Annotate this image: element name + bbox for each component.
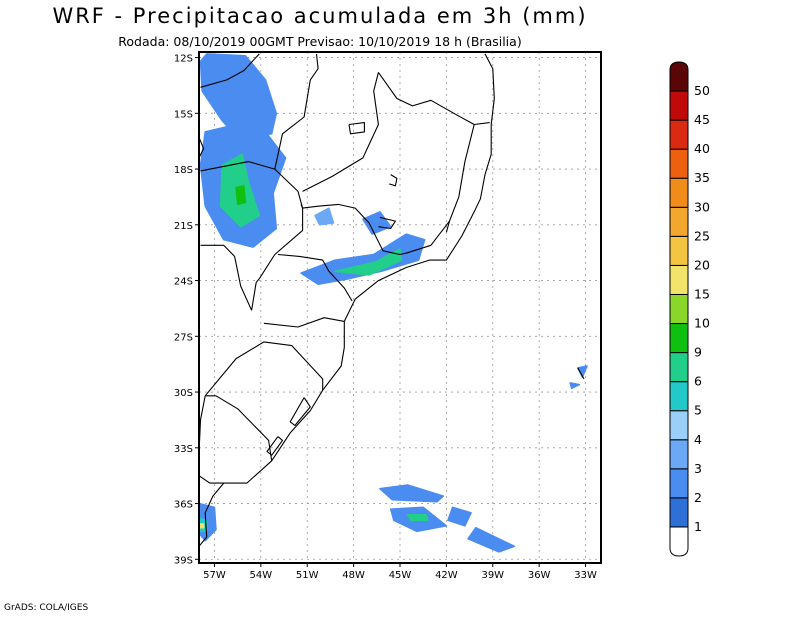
tick-label-lat: 18S (174, 165, 193, 176)
tick-label-lat: 12S (174, 54, 193, 65)
colorbar-cell (669, 293, 689, 325)
colorbar-label: 5 (694, 403, 702, 418)
colorbar-cell (669, 497, 689, 528)
tick-label-lat: 27S (174, 332, 193, 343)
precip-area-uruguay-peak (199, 523, 205, 529)
colorbar-cell (669, 468, 689, 499)
tick-label-lon: 33W (574, 570, 597, 581)
boundary-islands (577, 367, 585, 380)
colorbar-cell (669, 235, 689, 266)
precip-area-mt-core-peak (235, 185, 247, 206)
precip-area-atlantic-cell-c (447, 506, 472, 527)
colorbar-cell (669, 264, 689, 295)
tick-label-lat: 21S (174, 221, 193, 232)
colorbar-label: 6 (694, 374, 702, 389)
precip-area-atlantic-cell-b-core (406, 513, 429, 522)
colorbar-label: 15 (694, 287, 710, 302)
boundary-coastline (199, 53, 495, 547)
colorbar-cell-bottom (669, 526, 689, 557)
boundary-go-mg (302, 72, 379, 192)
boundary-mt-go (274, 53, 319, 170)
tick-label-lat: 24S (174, 277, 193, 288)
tick-label-lon: 51W (296, 570, 319, 581)
tick-label-lon: 54W (250, 570, 273, 581)
colorbar-label: 9 (694, 345, 702, 360)
colorbar-label: 1 (694, 519, 702, 534)
colorbar-cell (669, 177, 689, 208)
map-title: WRF - Precipitacao acumulada em 3h (mm) (52, 4, 588, 28)
map-subtitle: Rodada: 08/10/2019 00GMT Previsao: 10/10… (118, 34, 522, 49)
boundary-pr-sp (277, 253, 353, 302)
latitude-axis: 12S 15S 18S 21S 24S 27S 30S 33S 36S 39S (174, 54, 199, 566)
precip-area-sp-northeast-cells (314, 207, 335, 226)
boundary-df-go (348, 122, 365, 135)
colorbar-cell (669, 410, 689, 441)
boundary-paraguay-border (200, 244, 253, 311)
tick-label-lat: 30S (174, 388, 193, 399)
colorbar-label: 10 (694, 316, 710, 331)
precipitation-field (199, 53, 588, 553)
colorbar-cell (669, 381, 689, 412)
boundary-mg-es (445, 124, 475, 233)
colorbar-label: 40 (694, 141, 710, 156)
precip-area-atlantic-dot-f (569, 382, 581, 390)
precip-area-sp-rj-band (300, 233, 426, 286)
colorbar-label: 3 (694, 461, 702, 476)
tick-label-lon: 36W (528, 570, 551, 581)
tick-label-lon: 39W (481, 570, 504, 581)
boundary-lagoa-patos (289, 397, 311, 427)
boundary-plata-estuary (199, 475, 224, 484)
colorbar-cell (669, 323, 689, 354)
colorbar-label: 4 (694, 432, 702, 447)
tick-label-lon: 57W (203, 570, 226, 581)
colorbar-label: 25 (694, 228, 710, 243)
tick-label-lat: 33S (174, 444, 193, 455)
tick-label-lon: 45W (389, 570, 412, 581)
precip-area-atlantic-cell-d (467, 526, 516, 553)
grads-credit: GrADS: COLA/IGES (4, 603, 89, 613)
boundary-mg-rj (399, 220, 450, 256)
tick-label-lon: 48W (342, 570, 365, 581)
boundary-reservoir-furnas (378, 216, 396, 230)
boundary-bolivia-border (199, 137, 205, 159)
colorbar-label: 30 (694, 199, 710, 214)
boundary-sc-rs (204, 341, 324, 397)
boundary-mt-ro (200, 53, 260, 88)
colorbar-cell (669, 90, 689, 121)
tick-label-lon: 42W (435, 570, 458, 581)
colorbar-label: 2 (694, 490, 702, 505)
colorbar-cell (669, 206, 689, 237)
colorbar-label: 20 (694, 257, 710, 272)
colorbar-label: 50 (694, 83, 710, 98)
boundary-mg-sp (302, 203, 401, 256)
precip-area-sp-central-cells (362, 211, 392, 235)
boundary-lagoa-mirim (266, 436, 284, 456)
boundary-reservoir-mg (389, 174, 398, 187)
boundary-pr-sc (263, 317, 345, 328)
colorbar-label: 45 (694, 112, 710, 127)
colorbar-cell (669, 119, 689, 150)
colorbar-cell-top (669, 61, 689, 92)
precip-area-atlantic-cell-a (379, 484, 445, 503)
colorbar-cell (669, 148, 689, 179)
tick-label-lat: 15S (174, 109, 193, 120)
colorbar-cell (669, 352, 689, 383)
tick-label-lat: 36S (174, 500, 193, 511)
tick-label-lat: 39S (174, 555, 193, 566)
colorbar-label: 35 (694, 170, 710, 185)
longitude-axis: 57W 54W 51W 48W 45W 42W 39W 36W 33W (203, 563, 597, 581)
colorbar-cell (669, 439, 689, 470)
